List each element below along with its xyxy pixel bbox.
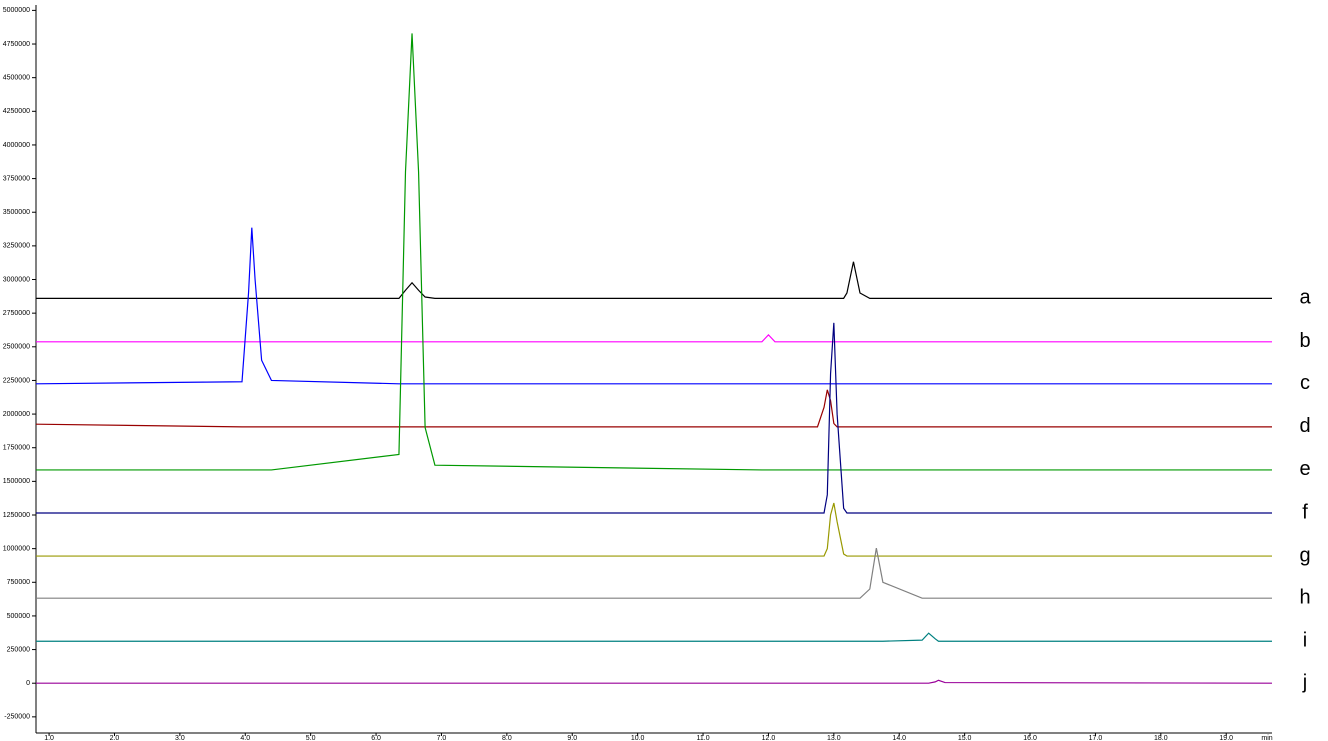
x-tick-label: 19.0 — [1219, 735, 1233, 741]
series-line — [36, 632, 1272, 642]
legend-label: d — [1299, 415, 1310, 437]
legend-label: c — [1300, 372, 1310, 394]
x-tick-label: 11.0 — [696, 735, 709, 741]
y-tick-label: 4750000 — [3, 41, 30, 48]
y-tick-label: 3250000 — [3, 243, 30, 250]
legend-label: g — [1299, 544, 1310, 566]
x-tick-label: 9.0 — [567, 735, 577, 741]
legend-label: i — [1303, 630, 1307, 652]
x-tick-label: 6.0 — [371, 735, 381, 741]
series-line — [35, 227, 1272, 385]
y-tick-label: 2750000 — [3, 310, 30, 317]
y-tick-label: 1750000 — [3, 445, 30, 452]
y-tick-label: 250000 — [7, 646, 30, 653]
y-tick-label: 3750000 — [3, 175, 30, 182]
x-tick-label: 16.0 — [1023, 735, 1037, 741]
x-tick-label: 14.0 — [892, 735, 906, 741]
y-tick-label: 1000000 — [3, 545, 30, 552]
y-tick-label: 3000000 — [3, 276, 30, 283]
series-line — [36, 333, 1272, 343]
x-tick-label: 4.0 — [240, 735, 250, 741]
legend-label: e — [1299, 458, 1310, 480]
y-tick-label: 2250000 — [3, 377, 30, 384]
x-tick-label: 15.0 — [958, 735, 972, 741]
y-tick-label: 4500000 — [3, 75, 30, 82]
x-axis-label: min — [1261, 735, 1272, 741]
y-tick-label: 500000 — [7, 613, 30, 620]
series-line — [36, 322, 1272, 514]
x-tick-label: 1.0 — [44, 735, 54, 741]
y-tick-label: 0 — [26, 680, 30, 687]
x-tick-label: 2.0 — [110, 735, 120, 741]
series-line — [36, 547, 1272, 599]
y-tick-label: 2000000 — [3, 411, 30, 418]
y-tick-label: 3500000 — [3, 209, 30, 216]
x-tick-label: 3.0 — [175, 735, 185, 741]
y-tick-label: 2500000 — [3, 344, 30, 351]
series-line — [36, 502, 1272, 557]
legend-label: a — [1299, 287, 1311, 309]
legend-label: f — [1302, 501, 1308, 523]
series-line — [35, 389, 1272, 428]
y-tick-label: -250000 — [4, 714, 30, 721]
x-tick-label: 18.0 — [1154, 735, 1168, 741]
y-tick-label: 750000 — [7, 579, 30, 586]
x-tick-label: 7.0 — [437, 735, 447, 741]
y-tick-label: 4000000 — [3, 142, 30, 149]
legend-label: j — [1302, 671, 1307, 693]
x-tick-label: 5.0 — [306, 735, 316, 741]
legend-label: b — [1299, 330, 1310, 352]
x-tick-label: 8.0 — [502, 735, 512, 741]
x-tick-label: 17.0 — [1089, 735, 1103, 741]
x-tick-label: 10.0 — [631, 735, 645, 741]
y-tick-label: 1500000 — [3, 478, 30, 485]
x-tick-label: 12.0 — [762, 735, 776, 741]
y-tick-label: 5000000 — [3, 7, 30, 14]
legend-label: h — [1299, 586, 1310, 608]
y-tick-label: 1250000 — [3, 512, 30, 519]
series-line — [36, 33, 1272, 471]
y-tick-label: 4250000 — [3, 108, 30, 115]
series-line — [36, 261, 1272, 299]
series-line — [36, 679, 1273, 684]
x-tick-label: 13.0 — [827, 735, 841, 741]
